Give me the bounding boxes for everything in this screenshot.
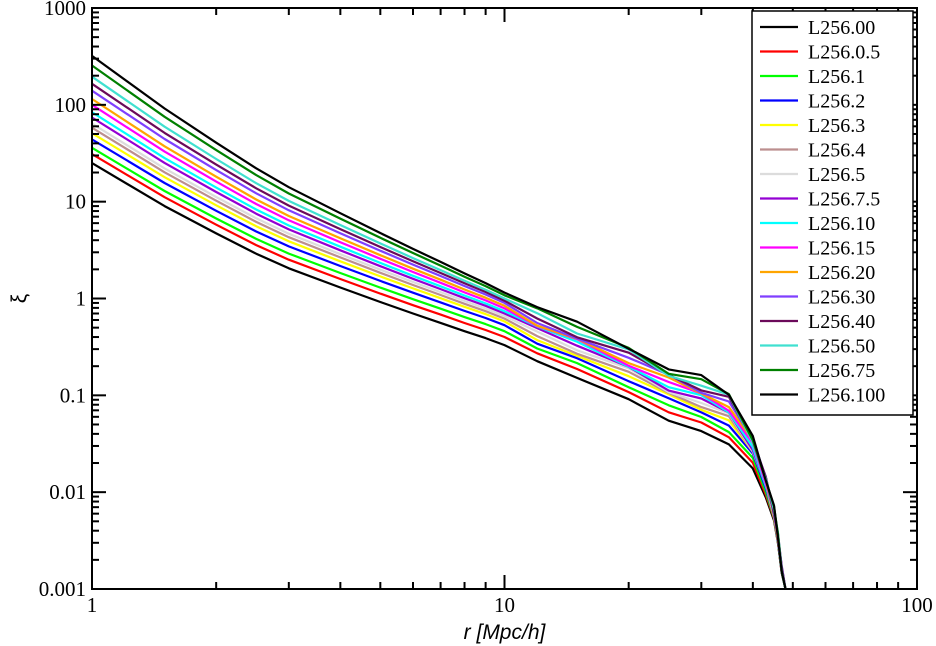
legend-label: L256.5 — [808, 164, 865, 186]
legend-label: L256.40 — [808, 311, 875, 333]
x-tick-label: 1 — [87, 593, 98, 617]
series-line — [91, 82, 787, 590]
legend-label: L256.50 — [808, 336, 875, 358]
legend: L256.00L256.0.5L256.1L256.2L256.3L256.4L… — [751, 10, 914, 416]
y-tick-label: 0.001 — [39, 577, 86, 601]
plot-lines — [91, 55, 787, 590]
y-tick-label: 100 — [55, 93, 87, 117]
legend-label: L256.75 — [808, 360, 875, 382]
series-line — [91, 64, 787, 590]
legend-label: L256.4 — [808, 140, 865, 162]
series-line — [91, 126, 787, 590]
legend-label: L256.100 — [808, 385, 885, 407]
y-tick-label: 0.1 — [60, 383, 86, 407]
legend-label: L256.00 — [808, 17, 875, 39]
series-line — [91, 55, 787, 590]
series-line — [91, 103, 787, 590]
series-line — [91, 111, 787, 590]
legend-label: L256.30 — [808, 287, 875, 309]
tick-labels: 1 10 100 0.001 0.01 0.1 1 10 100 1000 — [39, 0, 933, 617]
legend-label: L256.2 — [808, 91, 865, 113]
y-tick-label: 10 — [65, 190, 86, 214]
legend-label: L256.10 — [808, 213, 875, 235]
y-tick-label: 1000 — [44, 0, 86, 20]
series-line — [91, 98, 787, 590]
x-axis-label: r [Mpc/h] — [464, 621, 547, 644]
legend-label: L256.7.5 — [808, 189, 880, 211]
y-axis-label: ξ — [8, 294, 31, 303]
legend-box — [751, 10, 914, 416]
series-line — [91, 75, 787, 590]
legend-label: L256.0.5 — [808, 42, 880, 64]
legend-label: L256.20 — [808, 262, 875, 284]
legend-label: L256.15 — [808, 238, 875, 260]
series-line — [91, 132, 787, 590]
y-tick-label: 0.01 — [49, 480, 86, 504]
legend-label: L256.3 — [808, 115, 865, 137]
y-tick-label: 1 — [76, 287, 87, 311]
legend-label: L256.1 — [808, 66, 865, 88]
x-tick-label: 100 — [901, 593, 933, 617]
x-tick-label: 10 — [494, 593, 515, 617]
series-line — [91, 116, 787, 590]
